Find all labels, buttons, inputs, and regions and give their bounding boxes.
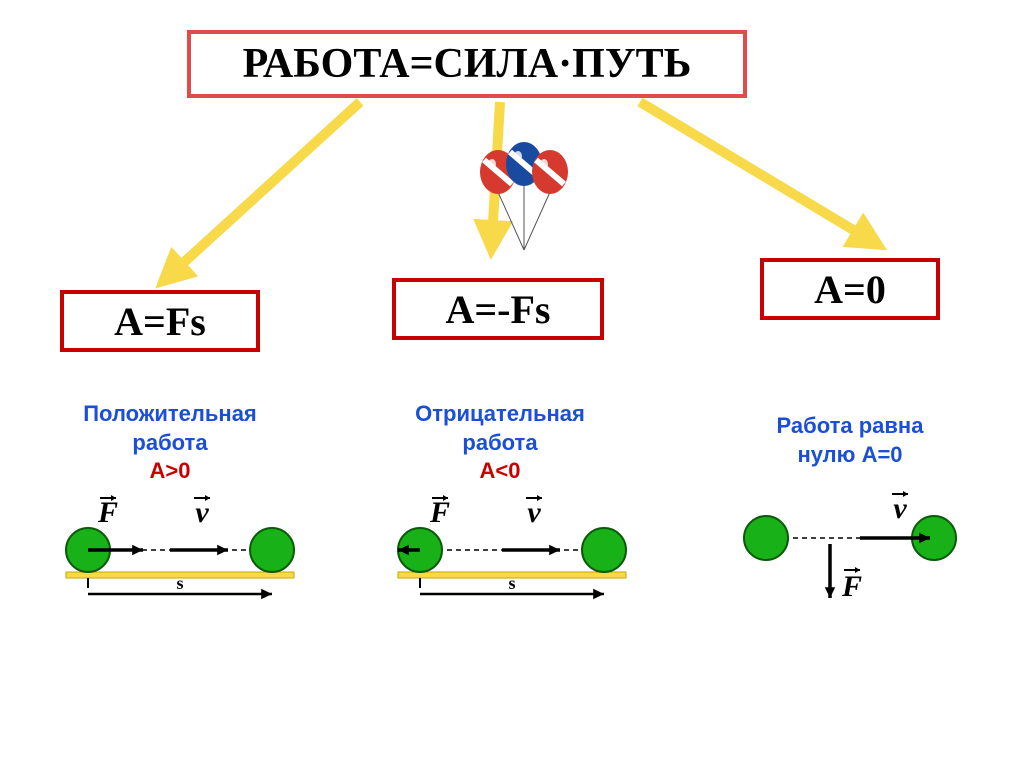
svg-text:F: F [97, 496, 118, 529]
formula-text: A=-Fs [446, 286, 551, 333]
formula-box-1: A=-Fs [392, 278, 604, 340]
case-label-2: Работа равнанулю A=0 [740, 412, 960, 469]
svg-text:v: v [527, 496, 541, 529]
case-label-line2: работа [390, 429, 610, 458]
case-label-cond: A<0 [390, 457, 610, 486]
balloons-icon [470, 140, 600, 280]
case-diagram-zero: vF [730, 480, 970, 620]
case-label-line2: работа [60, 429, 280, 458]
flow-arrows [0, 0, 1024, 767]
formula-box-2: A=0 [760, 258, 940, 320]
formula-text: A=Fs [114, 298, 206, 345]
case-label-line2: нулю A=0 [740, 441, 960, 470]
case-diagram-negative: Fv s [392, 490, 632, 620]
formula-box-0: A=Fs [60, 290, 260, 352]
case-label-line1: Работа равна [740, 412, 960, 441]
case-label-0: ПоложительнаяработаA>0 [60, 400, 280, 486]
case-label-cond: A>0 [60, 457, 280, 486]
formula-text: A=0 [814, 266, 886, 313]
svg-text:s: s [508, 573, 515, 593]
case-diagram-positive: Fv s [60, 490, 300, 620]
svg-text:s: s [176, 573, 183, 593]
svg-text:F: F [841, 570, 862, 603]
case-label-line1: Положительная [60, 400, 280, 429]
case-label-line1: Отрицательная [390, 400, 610, 429]
svg-text:F: F [429, 496, 450, 529]
svg-text:v: v [893, 492, 907, 525]
case-label-1: ОтрицательнаяработаA<0 [390, 400, 610, 486]
svg-text:v: v [195, 496, 209, 529]
